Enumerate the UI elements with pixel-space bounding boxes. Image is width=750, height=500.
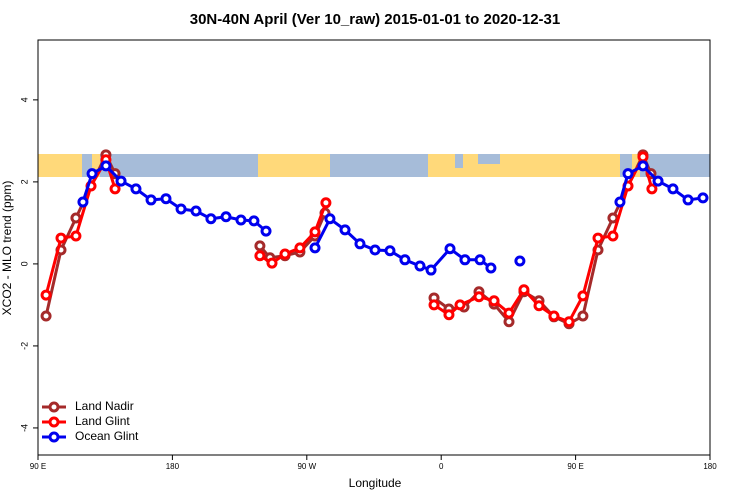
data-point <box>454 299 466 311</box>
data-point <box>533 300 545 312</box>
y-axis-label: XCO2 - MLO trend (ppm) <box>0 181 14 316</box>
legend-marker <box>48 416 60 428</box>
data-point <box>160 193 172 205</box>
data-point <box>130 183 142 195</box>
data-point <box>443 309 455 321</box>
y-tick-label: -2 <box>19 342 29 350</box>
data-point <box>279 248 291 260</box>
data-point <box>175 203 187 215</box>
data-point <box>667 183 679 195</box>
data-point <box>503 316 515 328</box>
data-point <box>592 232 604 244</box>
x-axis-label: Longitude <box>349 476 402 490</box>
data-point <box>294 242 306 254</box>
data-point <box>637 151 649 163</box>
legend-marker <box>48 401 60 413</box>
data-point <box>254 240 266 252</box>
data-point <box>697 192 709 204</box>
plot-frame <box>37 39 711 456</box>
data-point <box>514 255 526 267</box>
data-point <box>577 290 589 302</box>
data-point <box>109 183 121 195</box>
data-point <box>637 160 649 172</box>
data-point <box>369 244 381 256</box>
data-point <box>473 291 485 303</box>
data-point <box>384 245 396 257</box>
data-point <box>100 160 112 172</box>
data-point <box>503 307 515 319</box>
map-ocean <box>640 154 710 177</box>
data-point <box>652 175 664 187</box>
data-point <box>339 224 351 236</box>
data-point <box>577 310 589 322</box>
data-point <box>548 310 560 322</box>
data-point <box>474 254 486 266</box>
data-point <box>459 254 471 266</box>
legend-label: Ocean Glint <box>75 429 139 443</box>
chart-title: 30N-40N April (Ver 10_raw) 2015-01-01 to… <box>190 11 560 28</box>
data-point <box>320 197 332 209</box>
data-point <box>248 215 260 227</box>
data-point <box>622 168 634 180</box>
data-point <box>235 214 247 226</box>
map-ocean <box>330 154 428 177</box>
data-point <box>399 254 411 266</box>
data-point <box>354 238 366 250</box>
data-point <box>485 262 497 274</box>
legend-label: Land Glint <box>75 414 130 428</box>
data-point <box>428 299 440 311</box>
data-point <box>682 194 694 206</box>
legend-label: Land Nadir <box>75 399 134 413</box>
data-point <box>646 183 658 195</box>
data-point <box>309 226 321 238</box>
data-point <box>55 232 67 244</box>
data-point <box>260 225 272 237</box>
map-ocean <box>478 154 500 164</box>
data-point <box>70 212 82 224</box>
data-point <box>77 196 89 208</box>
y-tick-label: 4 <box>19 97 29 102</box>
data-point <box>40 289 52 301</box>
data-point <box>607 212 619 224</box>
data-point <box>518 284 530 296</box>
legend-marker <box>48 431 60 443</box>
data-point <box>86 168 98 180</box>
y-tick-label: 0 <box>19 261 29 266</box>
data-point <box>324 213 336 225</box>
data-point <box>607 230 619 242</box>
x-tick-label: 90 E <box>567 462 583 471</box>
data-point <box>70 230 82 242</box>
map-strip <box>38 154 710 177</box>
series-line <box>44 155 654 324</box>
data-point <box>145 194 157 206</box>
x-tick-label: 180 <box>166 462 180 471</box>
x-tick-label: 0 <box>439 462 444 471</box>
data-point <box>309 242 321 254</box>
data-point <box>205 213 217 225</box>
data-point <box>190 205 202 217</box>
data-point <box>425 264 437 276</box>
y-tick-label: 2 <box>19 179 29 184</box>
data-point <box>444 243 456 255</box>
x-tick-label: 90 W <box>297 462 316 471</box>
data-point <box>220 211 232 223</box>
map-ocean <box>455 154 463 168</box>
x-tick-label: 90 E <box>30 462 46 471</box>
map-ocean <box>100 154 258 177</box>
map-ocean <box>82 154 92 177</box>
x-tick-label: 180 <box>703 462 717 471</box>
data-point <box>254 250 266 262</box>
data-point <box>563 316 575 328</box>
data-point <box>614 196 626 208</box>
series-line <box>44 153 653 326</box>
data-point <box>40 310 52 322</box>
data-point <box>266 257 278 269</box>
data-point <box>115 175 127 187</box>
data-point <box>488 295 500 307</box>
y-tick-label: -4 <box>19 424 29 432</box>
data-point <box>414 260 426 272</box>
